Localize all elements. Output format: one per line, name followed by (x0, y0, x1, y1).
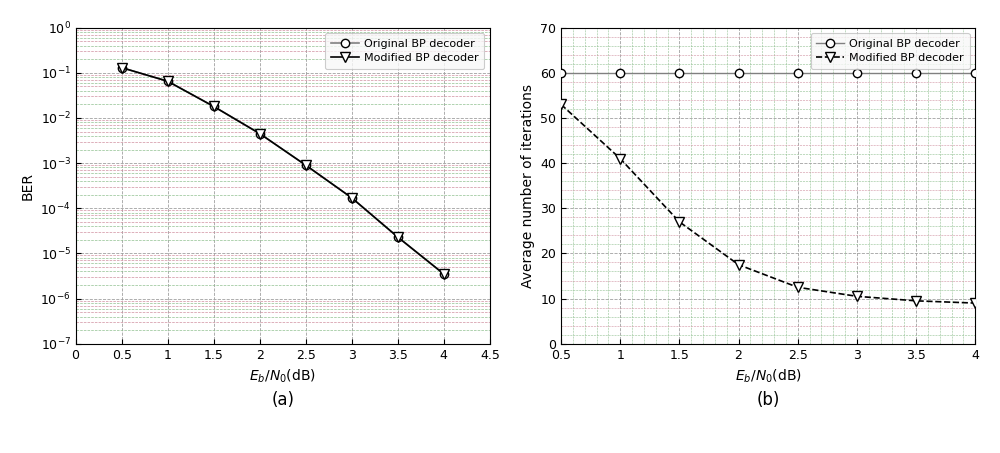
Original BP decoder (162, 78, 174, 84)
Original BP decoder (910, 70, 922, 76)
Modified BP decoder (910, 298, 922, 304)
Line: Original BP decoder: Original BP decoder (557, 68, 979, 77)
Original BP decoder (254, 131, 266, 136)
Text: (b): (b) (756, 391, 780, 409)
Modified BP decoder (116, 65, 128, 70)
Modified BP decoder (673, 219, 685, 225)
Line: Modified BP decoder: Modified BP decoder (556, 100, 980, 308)
Text: (a): (a) (271, 391, 294, 409)
Modified BP decoder (438, 271, 450, 277)
Line: Modified BP decoder: Modified BP decoder (117, 63, 449, 279)
Modified BP decoder (851, 294, 863, 299)
Original BP decoder (733, 70, 745, 76)
Modified BP decoder (969, 300, 981, 306)
Legend: Original BP decoder, Modified BP decoder: Original BP decoder, Modified BP decoder (811, 33, 970, 69)
Y-axis label: BER: BER (21, 172, 35, 200)
Original BP decoder (346, 195, 358, 201)
Modified BP decoder (792, 284, 804, 290)
Line: Original BP decoder: Original BP decoder (117, 63, 448, 278)
Original BP decoder (300, 163, 312, 168)
Modified BP decoder (300, 163, 312, 168)
Original BP decoder (969, 70, 981, 76)
Modified BP decoder (555, 101, 567, 107)
X-axis label: $E_b/N_0$(dB): $E_b/N_0$(dB) (249, 367, 316, 385)
Modified BP decoder (254, 131, 266, 136)
Y-axis label: Average number of iterations: Average number of iterations (521, 84, 535, 288)
Original BP decoder (438, 271, 450, 277)
Original BP decoder (116, 65, 128, 70)
X-axis label: $E_b/N_0$(dB): $E_b/N_0$(dB) (735, 367, 802, 385)
Legend: Original BP decoder, Modified BP decoder: Original BP decoder, Modified BP decoder (325, 33, 484, 69)
Original BP decoder (555, 70, 567, 76)
Modified BP decoder (346, 195, 358, 201)
Modified BP decoder (733, 262, 745, 267)
Modified BP decoder (392, 234, 404, 240)
Original BP decoder (851, 70, 863, 76)
Modified BP decoder (614, 156, 626, 161)
Original BP decoder (792, 70, 804, 76)
Original BP decoder (614, 70, 626, 76)
Original BP decoder (673, 70, 685, 76)
Modified BP decoder (162, 78, 174, 84)
Original BP decoder (208, 104, 220, 109)
Modified BP decoder (208, 104, 220, 109)
Original BP decoder (392, 234, 404, 240)
